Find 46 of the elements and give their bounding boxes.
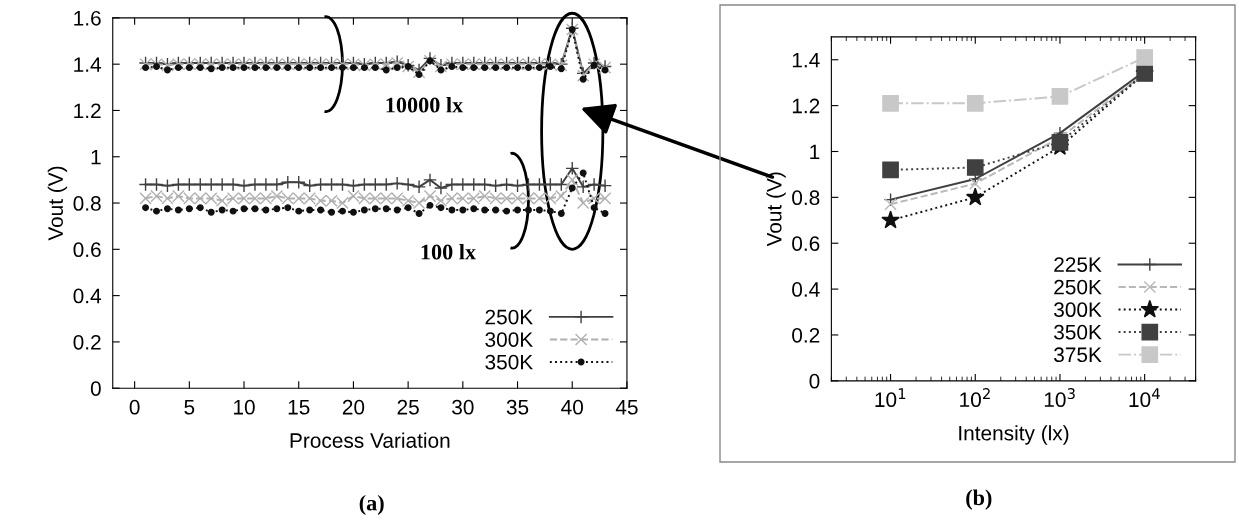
y-tick-label: 1 [810,144,820,160]
y-tick-label: 1.4 [74,57,102,72]
legend-label: 250K [485,309,533,325]
legend-label: 375K [1054,347,1102,363]
legend-label: 350K [485,354,533,370]
annotation: 100 lx [421,243,476,260]
x-axis-title: Intensity (lx) [959,425,1069,445]
y-tick-label: 0.4 [792,282,820,297]
y-tick-label: 1.2 [792,98,820,114]
x-tick-label: 10$^{4}$ [1129,388,1160,408]
y-axis-title: Vout (V) [47,166,68,241]
y-tick-label: 0 [809,373,820,389]
x-tick-label: 10 [234,399,255,415]
annotation: 10000 lx [386,96,464,113]
y-tick-label: 0.6 [73,242,101,258]
text: (b) [966,489,992,510]
y-tick-label: 0.8 [792,190,820,206]
x-tick-label: 25 [397,399,419,415]
x-tick-label: 20 [342,399,365,415]
legend-label: 300K [485,332,533,347]
y-tick-label: 1.6 [74,10,101,26]
x-tick-label: 15 [288,400,310,415]
y-tick-label: 1 [91,149,101,165]
x-tick-label: 40 [561,399,584,415]
legend-label: 300K [1054,302,1102,318]
legend-label: 225K [1054,257,1102,272]
y-tick-label: 0.6 [792,236,820,251]
x-tick-label: 30 [452,399,474,415]
y-tick-label: 0.2 [792,327,820,343]
y-tick-label: 1.4 [792,52,820,68]
x-tick-label: 35 [506,399,529,415]
x-tick-label: 10$^{2}$ [960,388,990,408]
x-tick-label: 10$^{3}$ [1044,388,1075,408]
y-axis-title: Vout (V) [766,172,786,247]
x-tick-label: 10$^{1}$ [875,388,906,408]
x-tick-label: 45 [615,400,638,415]
y-tick-label: 0.2 [73,334,101,350]
y-tick-label: 0.4 [73,288,102,304]
y-tick-label: 0.8 [73,196,101,211]
text: (a) [359,494,384,516]
x-tick-label: 5 [184,400,195,415]
y-tick-label: 1.2 [74,103,101,119]
legend-label: 350K [1054,324,1102,340]
x-tick-label: 0 [129,399,140,415]
legend-label: 250K [1054,279,1102,295]
x-axis-title: Process Variation [290,432,450,448]
